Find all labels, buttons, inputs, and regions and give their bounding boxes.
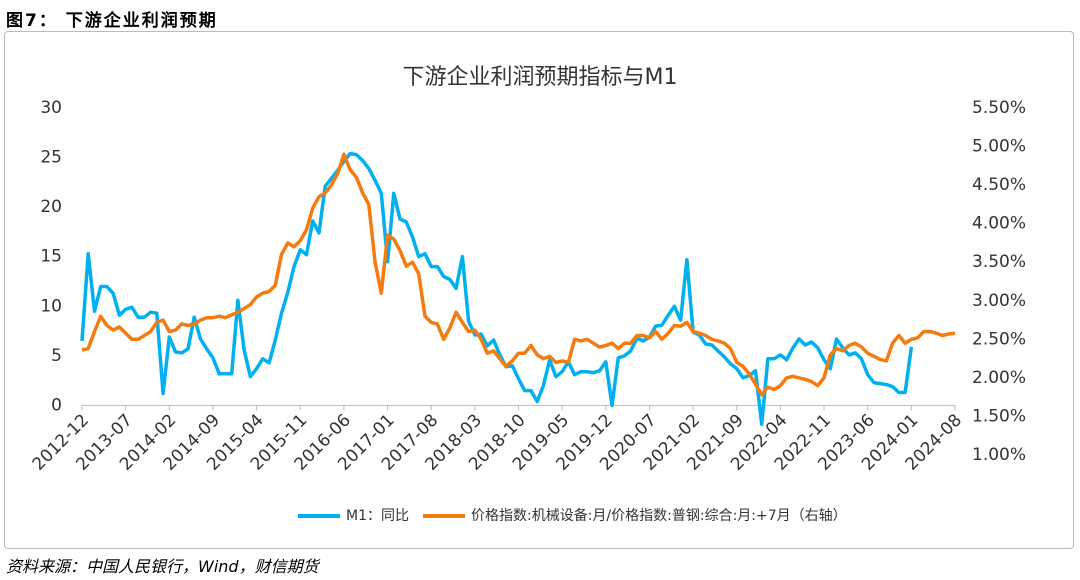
y-tick-label: 5 <box>51 346 62 366</box>
chart-frame <box>4 31 1074 549</box>
y2-tick-label: 2.50% <box>972 329 1026 349</box>
y2-tick-label: 1.00% <box>972 445 1026 465</box>
y2-tick-label: 4.00% <box>972 214 1026 234</box>
chart-title: 下游企业利润预期指标与M1 <box>403 65 678 90</box>
legend-label: M1：同比 <box>346 508 409 524</box>
chart: 下游企业利润预期指标与M1 0 5 10 15 20 25 30 1.00% 1.50% 2.00… <box>29 65 1026 524</box>
y2-tick-label: 5.00% <box>972 137 1026 157</box>
y2-tick-label: 3.50% <box>972 252 1026 272</box>
y2-tick-label: 4.50% <box>972 175 1026 195</box>
legend-label: 价格指数:机械设备:月/价格指数:普钢:综合:月:+7月（右轴） <box>471 507 847 524</box>
y-tick-label: 30 <box>40 98 62 118</box>
y2-tick-label: 3.00% <box>972 291 1026 311</box>
series-line <box>81 152 956 397</box>
y2-tick-label: 5.50% <box>972 98 1026 118</box>
source-note: 资料来源：中国人民银行，Wind，财信期货 <box>6 557 319 576</box>
series-line <box>80 151 914 427</box>
y-tick-label: 15 <box>40 247 62 267</box>
y-tick-label: 20 <box>40 197 62 217</box>
y-tick-label: 25 <box>40 148 62 168</box>
y2-tick-label: 2.00% <box>972 368 1026 388</box>
y-tick-label: 10 <box>40 296 62 316</box>
figure-caption: 图7： 下游企业利润预期 <box>6 11 218 31</box>
y-tick-label: 0 <box>51 395 62 415</box>
y2-tick-label: 1.50% <box>972 406 1026 426</box>
